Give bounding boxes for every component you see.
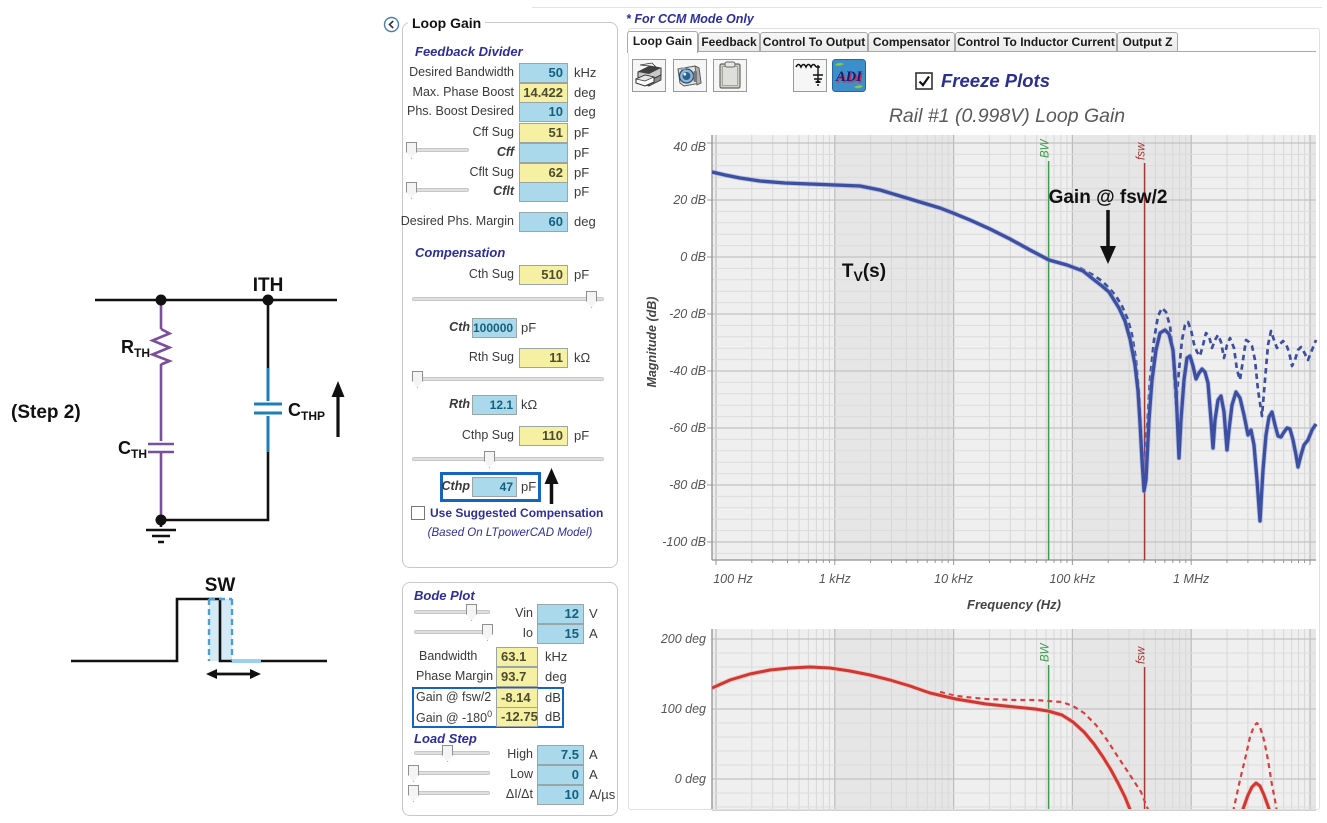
- svg-text:-80 dB: -80 dB: [669, 478, 706, 492]
- svg-text:0 dB: 0 dB: [680, 250, 706, 264]
- svg-text:-20 dB: -20 dB: [669, 307, 706, 321]
- svg-text:-60 dB: -60 dB: [669, 421, 706, 435]
- svg-text:Rail #1 (0.998V) Loop Gain: Rail #1 (0.998V) Loop Gain: [889, 105, 1125, 127]
- svg-text:Gain @ fsw/2: Gain @ fsw/2: [1049, 187, 1168, 208]
- svg-text:20 dB: 20 dB: [672, 193, 706, 207]
- svg-text:100 deg: 100 deg: [661, 702, 706, 716]
- svg-text:100 kHz: 100 kHz: [1049, 572, 1096, 586]
- svg-text:BW: BW: [1040, 138, 1052, 158]
- svg-text:1 MHz: 1 MHz: [1173, 572, 1210, 586]
- svg-text:100 Hz: 100 Hz: [713, 572, 753, 586]
- svg-text:ITH: ITH: [253, 275, 284, 296]
- svg-text:fsw: fsw: [1136, 142, 1148, 160]
- svg-text:40 dB: 40 dB: [673, 140, 706, 154]
- svg-text:-100 dB: -100 dB: [662, 535, 706, 549]
- svg-text:SW: SW: [205, 575, 236, 596]
- svg-text:TV(s): TV(s): [842, 261, 886, 284]
- svg-text:BW: BW: [1040, 642, 1052, 662]
- svg-text:CTHP: CTHP: [288, 400, 325, 423]
- svg-text:Frequency (Hz): Frequency (Hz): [967, 597, 1061, 612]
- svg-text:1 kHz: 1 kHz: [819, 572, 852, 586]
- svg-text:0 deg: 0 deg: [675, 772, 706, 786]
- svg-text:200 deg: 200 deg: [660, 632, 706, 646]
- svg-text:ADI: ADI: [835, 69, 863, 85]
- svg-text:-40 dB: -40 dB: [669, 364, 706, 378]
- svg-text:RTH: RTH: [121, 337, 150, 360]
- svg-text:(Step 2): (Step 2): [11, 402, 81, 423]
- svg-text:Magnitude (dB): Magnitude (dB): [645, 297, 659, 388]
- svg-text:ADI: ADI: [837, 71, 865, 87]
- svg-text:10 kHz: 10 kHz: [934, 572, 974, 586]
- svg-text:CTH: CTH: [118, 438, 147, 461]
- svg-text:fsw: fsw: [1136, 646, 1148, 664]
